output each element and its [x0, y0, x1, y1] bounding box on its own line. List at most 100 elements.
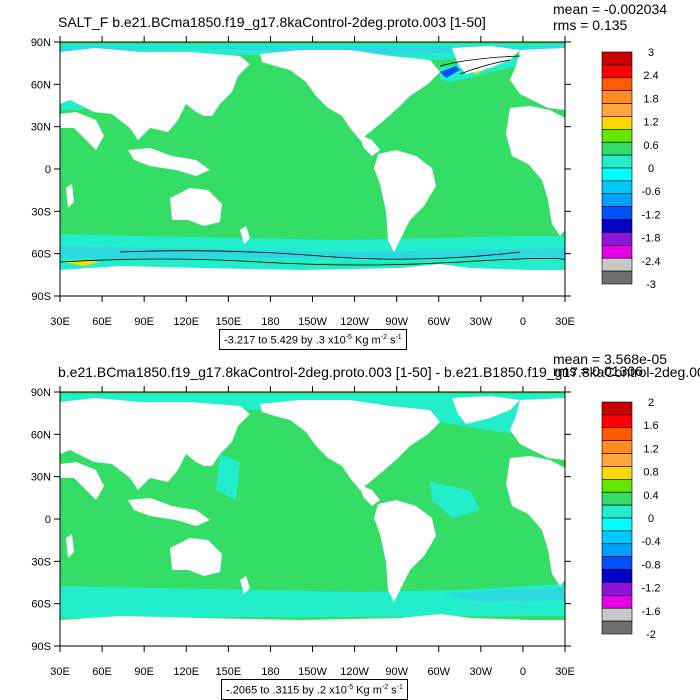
colorbar-label: -0.6 [642, 186, 661, 198]
land-masses [60, 46, 565, 296]
land-antarctica [60, 264, 565, 296]
lon-label: 60W [427, 666, 450, 678]
lon-label: 30W [470, 316, 493, 328]
lon-label: 180 [261, 316, 279, 328]
land-indonesia [128, 498, 210, 526]
land-arabia-india [60, 112, 104, 150]
land-central-america [358, 484, 380, 506]
lat-label: 90N [31, 37, 51, 49]
colorbar-label: -1.6 [642, 606, 661, 618]
colorbar-swatch [601, 64, 633, 79]
colorbar-swatch [601, 232, 633, 246]
colorbar-swatch [601, 440, 633, 454]
land-europe [510, 48, 565, 110]
lat-label: 30N [31, 472, 51, 484]
lon-label: 60W [427, 316, 450, 328]
lon-label: 90E [134, 316, 154, 328]
rms-value: rms = 0.01306 [553, 363, 643, 379]
lon-label: 120W [340, 666, 369, 678]
lat-label: 30S [31, 556, 51, 568]
map-plot: 90N 60N 30N 0 30S 60S 90S 30E 60E 90E 120E 150E 180… [31, 36, 661, 328]
land-north-america [260, 400, 440, 490]
colorbar-swatch [601, 595, 633, 609]
land-japan [190, 438, 204, 460]
lat-label: 60N [31, 79, 51, 91]
lon-label: 150W [298, 316, 327, 328]
colorbar-swatch [601, 154, 633, 169]
lat-label: 0 [45, 164, 51, 176]
rms-value: rms = 0.135 [553, 17, 628, 33]
land-eurasia [60, 398, 250, 490]
colorbar-swatch [601, 556, 633, 570]
colorbar-swatch [601, 180, 633, 195]
panel-title: b.e21.BCma1850.f19_g17.8kaControl-2deg.p… [58, 364, 700, 380]
colorbar-label: 2.4 [643, 70, 658, 82]
lon-label: 90W [385, 666, 408, 678]
colorbar-swatch [601, 543, 633, 557]
lon-axis: 30E 60E 90E 120E 150E 180 150W 120W 90W 60W 30W 0 30… [50, 386, 575, 678]
lon-label: 90W [385, 316, 408, 328]
lat-label: 60S [31, 599, 51, 611]
lat-label: 90N [31, 387, 51, 399]
colorbar-label: 1.6 [643, 420, 658, 432]
colorbar-swatch [601, 116, 633, 130]
colorbar-swatch [601, 129, 633, 143]
colorbar-label: -2.4 [642, 256, 661, 268]
panel-title: SALT_F b.e21.BCma1850.f19_g17.8kaControl… [58, 14, 486, 30]
colorbar-swatch [601, 427, 633, 441]
colorbar-label: 0.4 [643, 490, 658, 502]
land-south-america [374, 150, 436, 252]
lat-axis: 90N 60N 30N 0 30S 60S 90S [31, 37, 571, 303]
land-africa [506, 106, 565, 236]
colorbar-swatch [601, 414, 633, 429]
colorbar-label: -1.8 [642, 233, 661, 245]
colorbar-label: 1.2 [643, 443, 658, 455]
colorbar-swatch [601, 270, 633, 285]
lon-label: 180 [261, 666, 279, 678]
colorbar-swatch [601, 607, 633, 622]
colorbar-swatch [601, 257, 633, 272]
lat-label: 30N [31, 122, 51, 134]
lon-label: 120E [173, 666, 199, 678]
colorbar-swatch [601, 479, 633, 493]
land-greenland [452, 46, 520, 74]
land-new-zealand [240, 226, 250, 244]
colorbar-label: 0 [648, 163, 654, 175]
colorbar-swatch [601, 167, 633, 182]
lat-label: 60S [31, 249, 51, 261]
lat-label: 0 [45, 514, 51, 526]
colorbar-swatch [601, 620, 633, 635]
colorbar-swatch [601, 466, 633, 480]
lon-label: 0 [520, 666, 526, 678]
land-eurasia [60, 48, 250, 140]
lon-label: 30E [50, 316, 70, 328]
lat-label: 90S [31, 291, 51, 303]
land-central-america [358, 134, 380, 156]
colorbar-swatch [601, 582, 633, 596]
lon-label: 120W [340, 316, 369, 328]
colorbar-swatch [601, 491, 633, 506]
colorbar-swatch [601, 530, 633, 545]
mean-value: mean = -0.002034 [553, 1, 668, 17]
colorbar-swatch [601, 103, 633, 117]
land-south-america [374, 500, 436, 602]
colorbar-label: 1.2 [643, 117, 658, 129]
lon-label: 60E [92, 666, 112, 678]
colorbar-swatch [601, 569, 633, 583]
colorbar-swatch [601, 77, 633, 91]
lat-label: 60N [31, 429, 51, 441]
colorbar-label: 2 [648, 397, 654, 409]
colorbar-swatch [601, 504, 633, 519]
map-panel-top: SALT_F b.e21.BCma1850.f19_g17.8kaControl… [31, 1, 668, 350]
lon-label: 120E [173, 316, 199, 328]
colorbar-label: 0 [648, 513, 654, 525]
colorbar-label: -1.2 [642, 583, 661, 595]
land-north-america [260, 50, 440, 140]
colorbar-label: -1.2 [642, 209, 661, 221]
colorbar-swatch [601, 90, 633, 104]
lon-label: 150E [215, 316, 241, 328]
map-panel-bottom: b.e21.BCma1850.f19_g17.8kaControl-2deg.p… [0, 350, 700, 700]
lon-label: 150E [215, 666, 241, 678]
colorbar-label: 1.8 [643, 93, 658, 105]
lat-label: 90S [31, 641, 51, 653]
